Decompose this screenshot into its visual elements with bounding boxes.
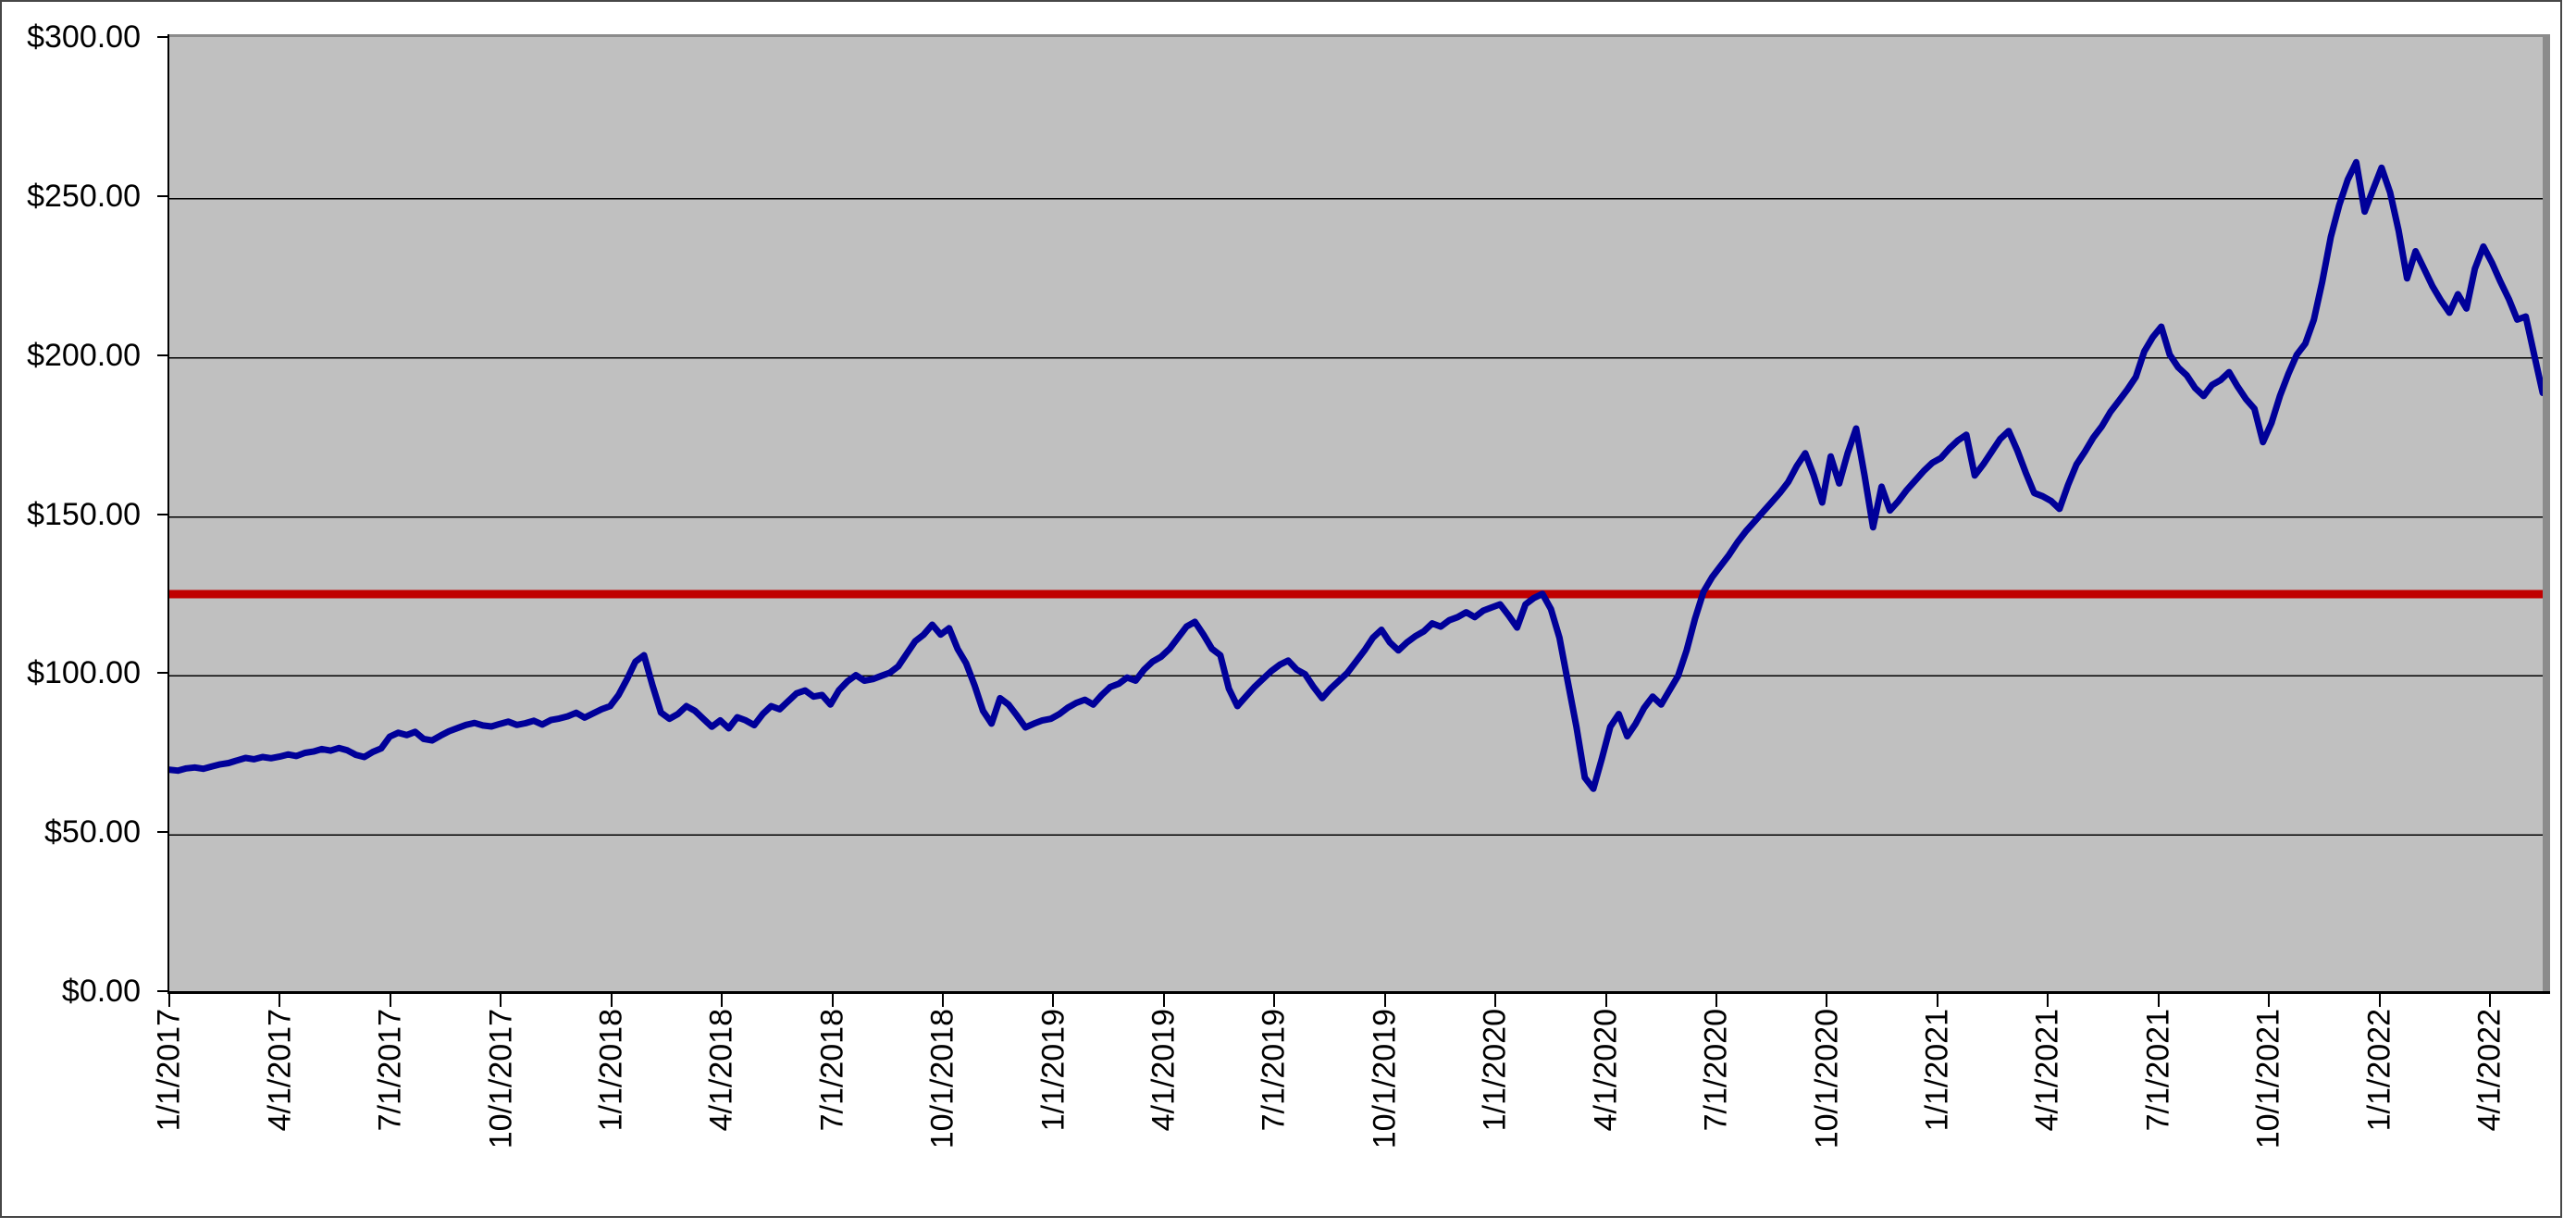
x-axis-label: 4/1/2018 — [703, 1009, 739, 1132]
plot-area — [169, 34, 2550, 994]
x-axis-tick — [2378, 994, 2381, 1007]
y-axis-label: $200.00 — [27, 337, 141, 373]
x-axis-tick — [2489, 994, 2491, 1007]
x-axis-tick — [831, 994, 834, 1007]
x-axis-tick — [2157, 994, 2160, 1007]
x-axis-tick — [721, 994, 724, 1007]
x-axis-tick — [1162, 994, 1165, 1007]
price-line-chart — [169, 158, 2543, 836]
x-axis-tick — [279, 994, 281, 1007]
x-axis-label: 1/1/2020 — [1477, 1009, 1513, 1132]
x-axis-label: 10/1/2021 — [2250, 1009, 2286, 1149]
y-axis-line — [167, 34, 169, 994]
x-axis-label: 10/1/2019 — [1367, 1009, 1403, 1149]
x-axis-tick — [610, 994, 613, 1007]
x-axis-label: 4/1/2022 — [2471, 1009, 2508, 1132]
y-axis-tick — [157, 513, 168, 515]
x-axis-tick — [1052, 994, 1055, 1007]
price-series-line — [169, 158, 2543, 792]
y-axis-label: $50.00 — [44, 814, 141, 850]
x-axis-tick — [1604, 994, 1607, 1007]
x-axis-label: 1/1/2018 — [593, 1009, 629, 1132]
y-axis-tick — [157, 194, 168, 197]
x-axis-label: 4/1/2019 — [1146, 1009, 1182, 1132]
y-axis-tick — [157, 831, 168, 834]
y-axis-label: $0.00 — [61, 974, 141, 1009]
x-axis-label: 10/1/2020 — [1808, 1009, 1844, 1149]
x-axis-tick — [1826, 994, 1828, 1007]
x-axis-label: 10/1/2017 — [482, 1009, 518, 1149]
x-axis-tick — [942, 994, 944, 1007]
x-axis-tick — [2268, 994, 2271, 1007]
x-axis-label: 1/1/2022 — [2361, 1009, 2397, 1132]
x-axis-label: 7/1/2018 — [814, 1009, 850, 1132]
x-axis-label: 1/1/2021 — [1919, 1009, 1955, 1132]
x-axis-label: 7/1/2017 — [372, 1009, 408, 1132]
x-axis-label: 1/1/2019 — [1034, 1009, 1071, 1132]
x-axis-label: 4/1/2020 — [1588, 1009, 1624, 1132]
x-axis-tick — [168, 994, 170, 1007]
y-axis-label: $250.00 — [27, 178, 141, 214]
y-axis-label: $150.00 — [27, 496, 141, 532]
y-axis-tick — [157, 36, 168, 38]
x-axis-tick — [2047, 994, 2050, 1007]
x-axis-label: 1/1/2017 — [151, 1009, 187, 1132]
x-axis-tick — [1273, 994, 1276, 1007]
x-axis-tick — [500, 994, 502, 1007]
x-axis-tick — [1936, 994, 1938, 1007]
y-axis-label: $100.00 — [27, 655, 141, 691]
x-axis-label: 10/1/2018 — [924, 1009, 960, 1149]
x-axis-tick — [1383, 994, 1386, 1007]
x-axis-label: 4/1/2021 — [2029, 1009, 2065, 1132]
x-axis-label: 7/1/2019 — [1256, 1009, 1292, 1132]
x-axis-label: 7/1/2020 — [1698, 1009, 1734, 1132]
y-axis-tick — [157, 354, 168, 356]
x-axis-tick — [1494, 994, 1497, 1007]
y-axis-tick — [157, 990, 168, 992]
x-axis-tick — [1715, 994, 1717, 1007]
y-axis-tick — [157, 672, 168, 675]
x-axis-tick — [389, 994, 391, 1007]
x-axis-label: 7/1/2021 — [2140, 1009, 2176, 1132]
x-axis-line — [167, 991, 2550, 994]
x-axis-label: 4/1/2017 — [261, 1009, 297, 1132]
y-axis-label: $300.00 — [27, 19, 141, 55]
